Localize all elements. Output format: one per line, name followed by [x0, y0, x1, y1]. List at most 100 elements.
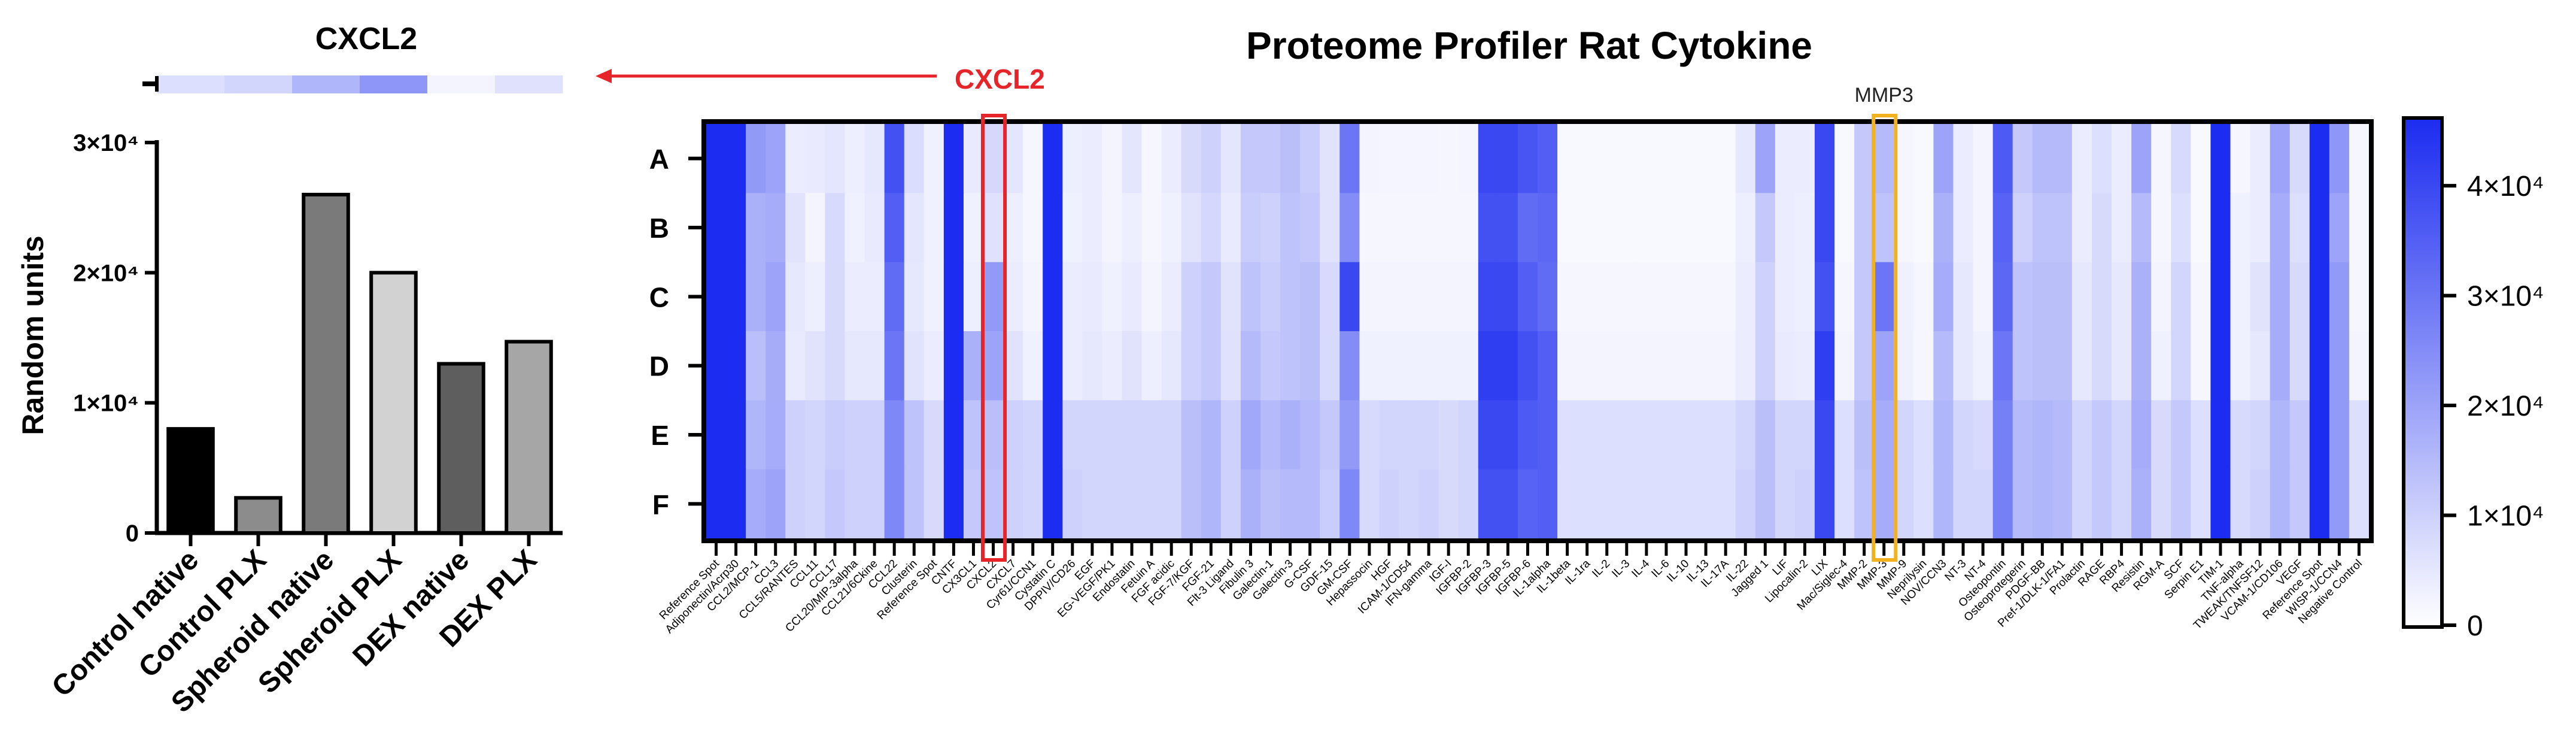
- heatmap-cell: [1636, 262, 1657, 332]
- bar-chart-title: CXCL2: [315, 22, 417, 56]
- heatmap-cell: [904, 331, 925, 401]
- heatmap-cell: [1953, 193, 1974, 263]
- heatmap-cell: [1815, 193, 1835, 263]
- heatmap-cell: [2270, 400, 2291, 470]
- heatmap-cell: [1874, 469, 1894, 539]
- heatmap-cell: [1874, 331, 1894, 401]
- heatmap-cell: [2012, 193, 2033, 263]
- heatmap-column-label: NT-3: [1943, 558, 1969, 584]
- heatmap-cell: [1201, 469, 1222, 539]
- heatmap-cell: [1794, 124, 1815, 193]
- heatmap-cell: [1696, 193, 1717, 263]
- heatmap-cell: [726, 262, 746, 332]
- strip-cell: [157, 75, 225, 93]
- heatmap-cell: [1973, 262, 1994, 332]
- heatmap-cell: [1834, 262, 1855, 332]
- heatmap-cell: [2309, 193, 2330, 263]
- heatmap-cell: [1260, 400, 1281, 470]
- heatmap-cell: [785, 331, 806, 401]
- heatmap-cell: [2171, 400, 2191, 470]
- heatmap-cell: [1577, 193, 1597, 263]
- heatmap-cell: [2071, 400, 2092, 470]
- heatmap-cell: [2309, 400, 2330, 470]
- heatmap-cell: [805, 400, 826, 470]
- heatmap-cell: [1854, 124, 1875, 193]
- heatmap-highlight-label: MMP3: [1855, 84, 1913, 107]
- heatmap-cell: [2131, 331, 2152, 401]
- heatmap-cell: [924, 331, 944, 401]
- strip-cell: [495, 75, 563, 93]
- heatmap-cell: [2191, 469, 2212, 539]
- heatmap-cell: [845, 124, 865, 193]
- heatmap-cell: [1497, 124, 1518, 193]
- heatmap-cell: [1379, 469, 1400, 539]
- heatmap-cell: [1735, 400, 1756, 470]
- heatmap-cell: [1220, 124, 1241, 193]
- heatmap-cell: [1676, 262, 1697, 332]
- heatmap-cell: [2151, 124, 2171, 193]
- heatmap-cell: [2092, 262, 2112, 332]
- heatmap-cell: [1656, 262, 1677, 332]
- heatmap-cell: [2112, 400, 2132, 470]
- heatmap-cell: [1379, 331, 1400, 401]
- heatmap-cell: [1538, 193, 1558, 263]
- heatmap-cell: [1141, 124, 1162, 193]
- heatmap-cell: [1359, 469, 1380, 539]
- heatmap-cell: [2112, 262, 2132, 332]
- heatmap-cell: [1122, 469, 1143, 539]
- heatmap-cell: [1696, 331, 1717, 401]
- heatmap-cell: [1874, 193, 1894, 263]
- heatmap-cell: [1715, 331, 1736, 401]
- heatmap-cell: [2349, 262, 2370, 332]
- heatmap-cell: [1181, 124, 1202, 193]
- heatmap-cell: [1418, 400, 1439, 470]
- heatmap-cell: [1339, 331, 1360, 401]
- heatmap-cell: [765, 469, 786, 539]
- colorbar-tick-label: 3×10⁴: [2467, 281, 2544, 313]
- heatmap-cell: [805, 469, 826, 539]
- heatmap-cell: [1478, 331, 1499, 401]
- heatmap-cell: [1280, 193, 1301, 263]
- heatmap-cell: [1854, 331, 1875, 401]
- heatmap-cell: [2052, 400, 2073, 470]
- heatmap-cell: [1280, 124, 1301, 193]
- heatmap-cell: [884, 469, 905, 539]
- heatmap-cell: [746, 400, 766, 470]
- heatmap-cell: [1300, 124, 1320, 193]
- heatmap-cell: [1418, 262, 1439, 332]
- heatmap-cell: [1478, 262, 1499, 332]
- heatmap-cell: [2349, 124, 2370, 193]
- heatmap-cell: [1082, 469, 1103, 539]
- heatmap-cell: [805, 193, 826, 263]
- heatmap-cell: [1062, 400, 1083, 470]
- heatmap-cell: [1023, 469, 1043, 539]
- heatmap-cell: [1913, 400, 1934, 470]
- heatmap-cell: [1933, 193, 1954, 263]
- heatmap-cell: [1755, 469, 1776, 539]
- heatmap-cell: [1339, 193, 1360, 263]
- heatmap-cell: [2230, 469, 2251, 539]
- heatmap-cell: [943, 262, 964, 332]
- heatmap-cell: [1874, 400, 1894, 470]
- heatmap-cell: [1973, 124, 1994, 193]
- heatmap-cell: [2270, 124, 2291, 193]
- heatmap-cell: [1676, 469, 1697, 539]
- heatmap-cell: [1102, 193, 1123, 263]
- heatmap-cell: [1577, 331, 1597, 401]
- bar-y-tick-label: 3×10⁴: [73, 130, 139, 156]
- colorbar-tick-label: 4×10⁴: [2467, 171, 2544, 202]
- heatmap-cell: [1557, 124, 1578, 193]
- heatmap-cell: [963, 469, 984, 539]
- heatmap-cell: [1597, 124, 1617, 193]
- heatmap-cell: [2151, 469, 2171, 539]
- heatmap-cell: [2171, 193, 2191, 263]
- heatmap-cell: [1240, 400, 1261, 470]
- heatmap-cell: [1973, 331, 1994, 401]
- heatmap-cell: [1497, 469, 1518, 539]
- heatmap-cell: [1517, 124, 1538, 193]
- heatmap-cell: [884, 124, 905, 193]
- heatmap-cell: [1557, 400, 1578, 470]
- heatmap-cell: [1617, 193, 1637, 263]
- heatmap-cell: [746, 469, 766, 539]
- heatmap-cell: [1240, 124, 1261, 193]
